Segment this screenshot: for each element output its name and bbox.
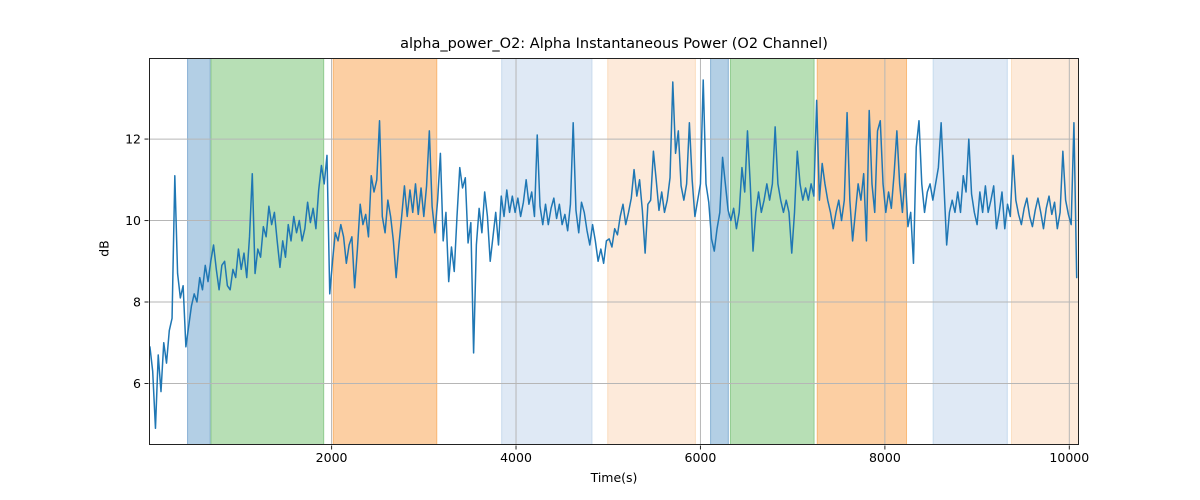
span-lightorange-1: [607, 58, 696, 445]
span-lightblue-1: [501, 58, 593, 445]
y-tick-label-6: 6: [133, 376, 141, 391]
span-green-2: [729, 58, 815, 445]
series-line-alpha_power_O2: [149, 79, 1078, 430]
chart-title: alpha_power_O2: Alpha Instantaneous Powe…: [400, 36, 828, 52]
span-lightorange-2: [1011, 58, 1079, 445]
span-orange-1: [332, 58, 438, 445]
span-green-1: [210, 58, 325, 445]
x-tick-label-2000: 2000: [316, 450, 348, 465]
span-orange-2: [816, 58, 908, 445]
y-tick-label-10: 10: [125, 213, 141, 228]
x-tick-label-10000: 10000: [1049, 450, 1089, 465]
x-axis-label: Time(s): [590, 470, 638, 485]
x-tick-label-4000: 4000: [500, 450, 532, 465]
y-tick-label-12: 12: [125, 131, 141, 146]
x-tick-label-6000: 6000: [685, 450, 717, 465]
span-blue-2: [710, 58, 729, 445]
x-tick-label-8000: 8000: [869, 450, 901, 465]
y-tick-label-8: 8: [133, 294, 141, 309]
span-lightblue-2: [932, 58, 1008, 445]
span-blue-1: [187, 58, 211, 445]
axes-spines: [149, 58, 1079, 445]
